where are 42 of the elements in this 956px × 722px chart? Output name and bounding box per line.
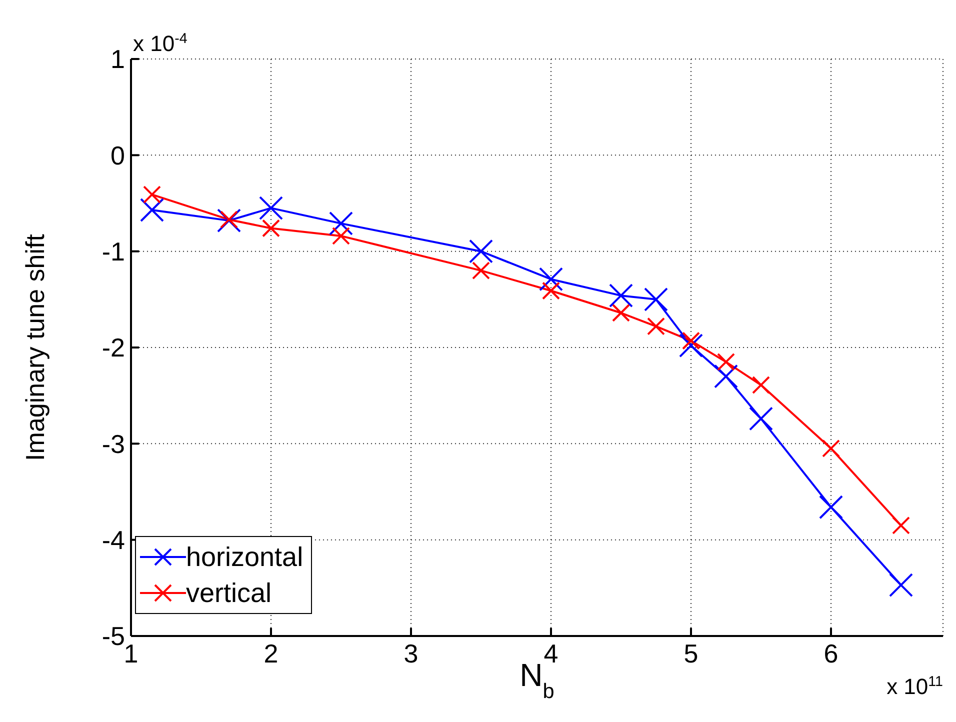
point [539,267,563,292]
point [143,186,161,204]
point [220,210,238,229]
y-tick-label: -3 [102,428,125,459]
point [609,284,633,308]
point [682,332,700,350]
point [644,287,668,312]
point [259,196,283,220]
x-tick-label: 6 [824,638,838,668]
y-axis-title: Imaginary tune shift [20,233,50,461]
text: x 10$^{11}$ [886,674,944,699]
x-tick-label: 3 [404,638,418,668]
y-tick-label: 1 [110,44,125,74]
legend-label: horizontal [186,541,304,574]
x-tick-label: 5 [684,638,698,668]
point [752,376,770,394]
point [332,226,350,245]
y-tick-label: 0 [110,140,125,170]
point [717,352,735,371]
y-tick-label: -1 [102,236,125,267]
point [892,516,910,534]
point [819,495,843,520]
point [329,211,353,236]
point [647,317,665,336]
point [217,208,241,233]
point [612,304,630,322]
point [679,334,703,358]
point [714,364,738,388]
point [140,198,164,222]
point [262,219,280,238]
point [889,573,913,598]
point [472,262,490,280]
point [749,406,773,431]
y-tick-label: -2 [102,332,125,363]
x-tick-label: 2 [264,638,278,668]
y-tick-label: -4 [102,525,125,556]
point [822,439,840,458]
legend-label: vertical [186,577,272,610]
text: x 10$^{-4}$ [133,31,188,56]
y-tick-label: -5 [102,621,125,652]
point [542,282,560,300]
point [469,239,493,264]
